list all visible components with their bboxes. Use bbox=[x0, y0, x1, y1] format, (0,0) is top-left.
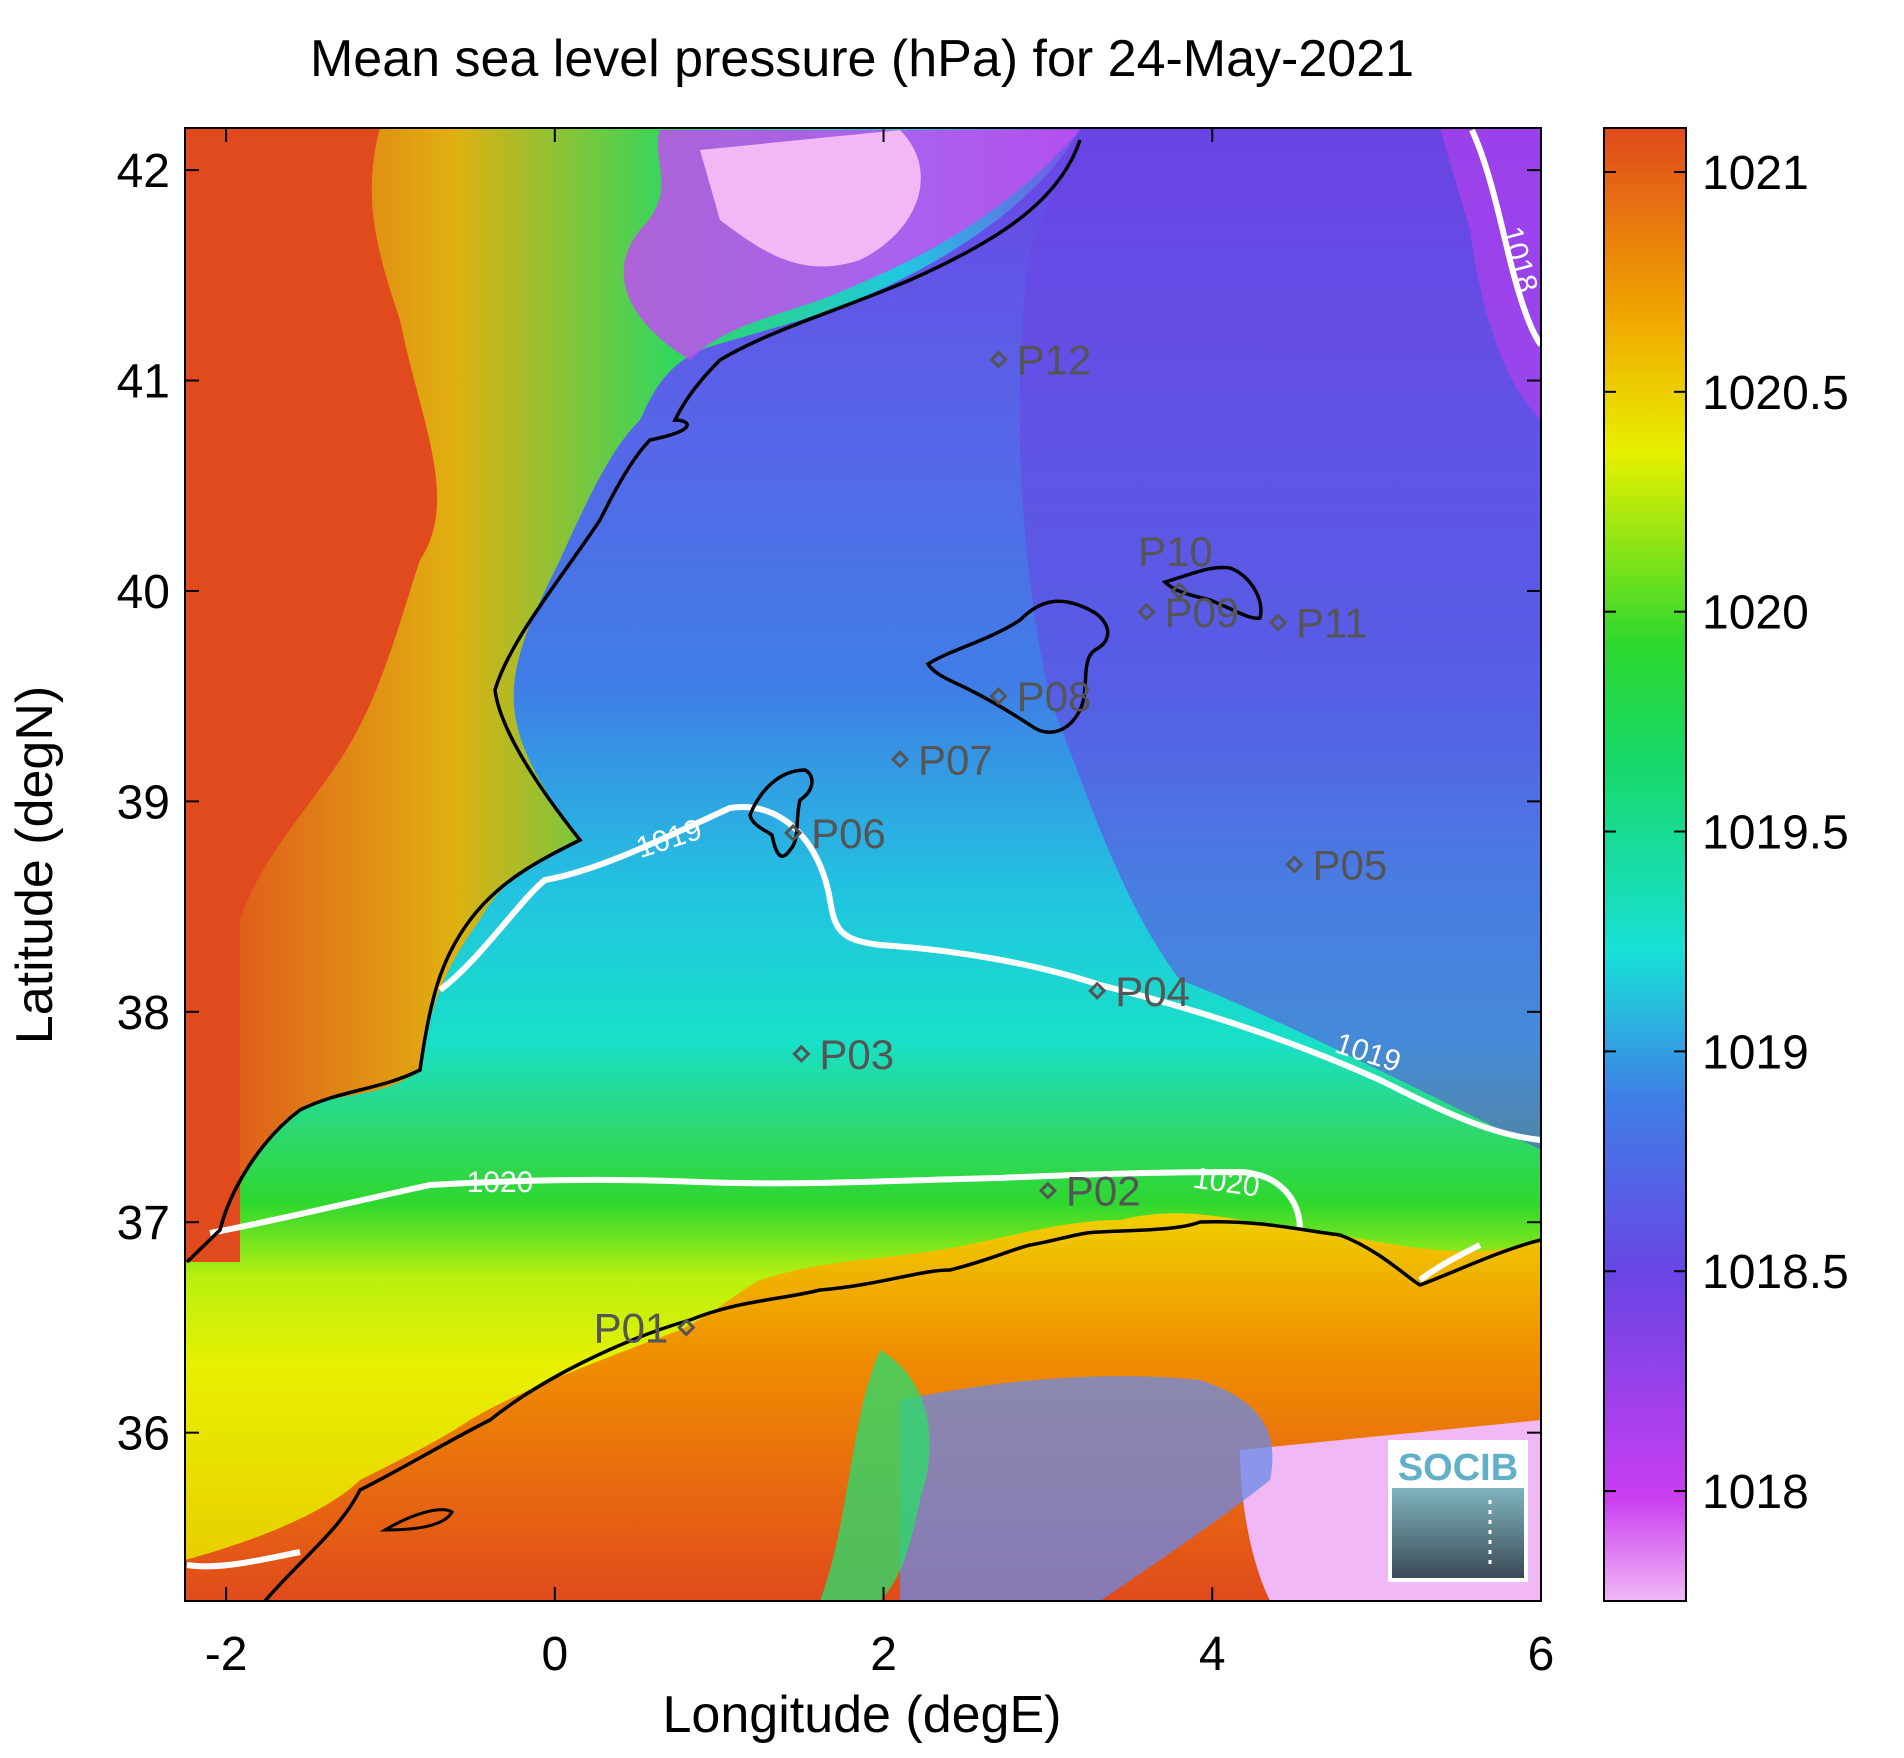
socib-logo: SOCIB bbox=[1388, 1440, 1528, 1582]
colorbar-tick-label: 1019.5 bbox=[1702, 807, 1849, 860]
contour-label-1020-west: 1020 bbox=[467, 1166, 534, 1199]
land-africa-green bbox=[820, 1350, 930, 1601]
station-marker-p02 bbox=[1038, 1181, 1058, 1200]
low-pressure-ne bbox=[1440, 128, 1541, 420]
coastline-africa bbox=[263, 1219, 1541, 1601]
x-tick-label: -2 bbox=[205, 1628, 248, 1681]
land-africa-blue bbox=[900, 1376, 1273, 1601]
station-marker-p12 bbox=[989, 350, 1008, 369]
station-marker-p01 bbox=[677, 1318, 696, 1337]
colorbar-ticks: 1018 1018.5 1019 1019.5 1020 1020.5 1021 bbox=[1604, 147, 1849, 1519]
y-tick-label: 40 bbox=[117, 566, 170, 619]
coastline-alboran-isle bbox=[379, 1508, 455, 1532]
station-label: P02 bbox=[1066, 1168, 1141, 1215]
y-tick-label: 39 bbox=[117, 776, 170, 829]
plot-frame bbox=[184, 127, 1542, 1602]
colorbar-tick-label: 1018.5 bbox=[1702, 1246, 1849, 1299]
station-marker-p06 bbox=[784, 823, 803, 843]
y-tick-label: 37 bbox=[117, 1197, 170, 1250]
y-axis-label: Latitude (degN) bbox=[6, 686, 64, 1044]
colorbar-tick-label: 1019 bbox=[1702, 1026, 1809, 1079]
station-label: P04 bbox=[1115, 968, 1190, 1015]
land-iberia-red bbox=[185, 128, 438, 1262]
station-label: P08 bbox=[1017, 673, 1092, 720]
contour-1020 bbox=[209, 1168, 1303, 1236]
contour-1019 bbox=[438, 803, 1541, 1143]
contour-1019-sw bbox=[186, 1549, 301, 1570]
x-axis-label: Longitude (degE) bbox=[663, 1686, 1062, 1744]
colorbar-gradient bbox=[1603, 127, 1687, 1602]
chart-title: Mean sea level pressure (hPa) for 24-May… bbox=[310, 30, 1414, 88]
coastline-ibiza bbox=[748, 768, 814, 858]
colorbar-tick-label: 1020.5 bbox=[1702, 367, 1849, 420]
axes: -2 0 2 4 6 36 37 38 39 40 41 42 bbox=[117, 128, 1555, 1681]
contour-1020-se bbox=[1418, 1242, 1482, 1283]
y-tick-label: 38 bbox=[117, 987, 170, 1040]
station-label: P06 bbox=[811, 810, 886, 857]
station-label: P11 bbox=[1296, 600, 1368, 647]
contour-1018 bbox=[1469, 128, 1541, 347]
x-tick-label: 6 bbox=[1528, 1628, 1555, 1681]
x-tick-label: 4 bbox=[1199, 1628, 1226, 1681]
colorbar-tick-label: 1018 bbox=[1702, 1466, 1809, 1519]
colorbar: 1018 1018.5 1019 1019.5 1020 1020.5 1021 bbox=[1603, 127, 1849, 1602]
station-label: P10 bbox=[1138, 528, 1213, 575]
colorbar-tick-label: 1021 bbox=[1702, 147, 1809, 200]
x-tick-label: 0 bbox=[541, 1628, 568, 1681]
logo-text: SOCIB bbox=[1398, 1447, 1518, 1489]
colorbar-tick-label: 1020 bbox=[1702, 587, 1809, 640]
y-tick-label: 41 bbox=[117, 356, 170, 409]
station-marker-p09 bbox=[1137, 602, 1156, 622]
station-marker-p08 bbox=[989, 687, 1008, 706]
station-label: P12 bbox=[1017, 336, 1092, 383]
station-label: P07 bbox=[918, 736, 993, 783]
coastline-iberia bbox=[185, 139, 1082, 1264]
station-marker-p07 bbox=[890, 750, 910, 769]
station-label: P03 bbox=[819, 1031, 894, 1078]
station-marker-p04 bbox=[1088, 981, 1107, 1000]
station-marker-p11 bbox=[1268, 613, 1288, 632]
map-plot-area bbox=[185, 128, 1541, 1601]
x-tick-label: 2 bbox=[870, 1628, 897, 1681]
coastline-menorca bbox=[1161, 565, 1263, 620]
station-marker-p03 bbox=[792, 1044, 811, 1064]
coastline-mallorca bbox=[925, 599, 1110, 734]
land-pink bbox=[700, 130, 921, 267]
y-tick-label: 36 bbox=[117, 1408, 170, 1461]
low-pressure-east bbox=[1019, 128, 1541, 1150]
y-tick-label: 42 bbox=[117, 145, 170, 198]
station-label: P01 bbox=[594, 1304, 669, 1351]
station-marker-p05 bbox=[1285, 855, 1304, 874]
station-label: P05 bbox=[1312, 842, 1387, 889]
station-marker-p10 bbox=[1170, 581, 1189, 601]
